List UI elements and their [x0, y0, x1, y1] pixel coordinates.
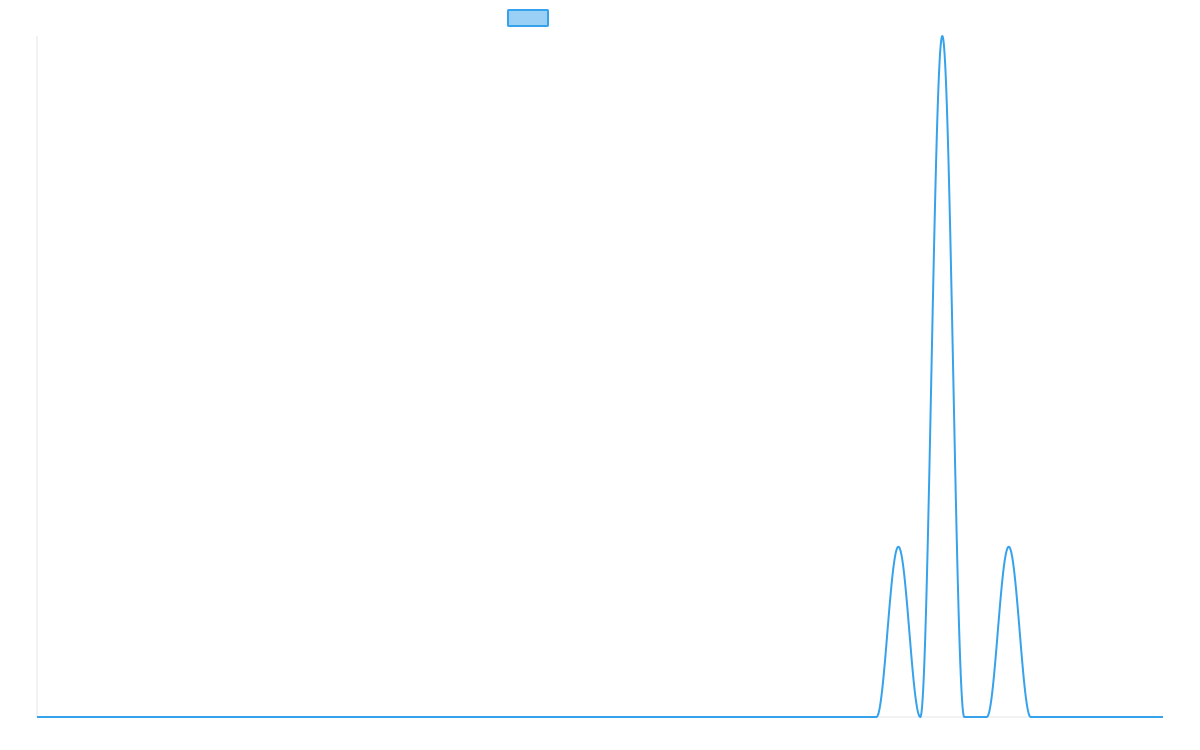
legend-swatch[interactable] [507, 9, 549, 27]
series-line [36, 35, 1164, 718]
legend[interactable] [507, 9, 549, 27]
